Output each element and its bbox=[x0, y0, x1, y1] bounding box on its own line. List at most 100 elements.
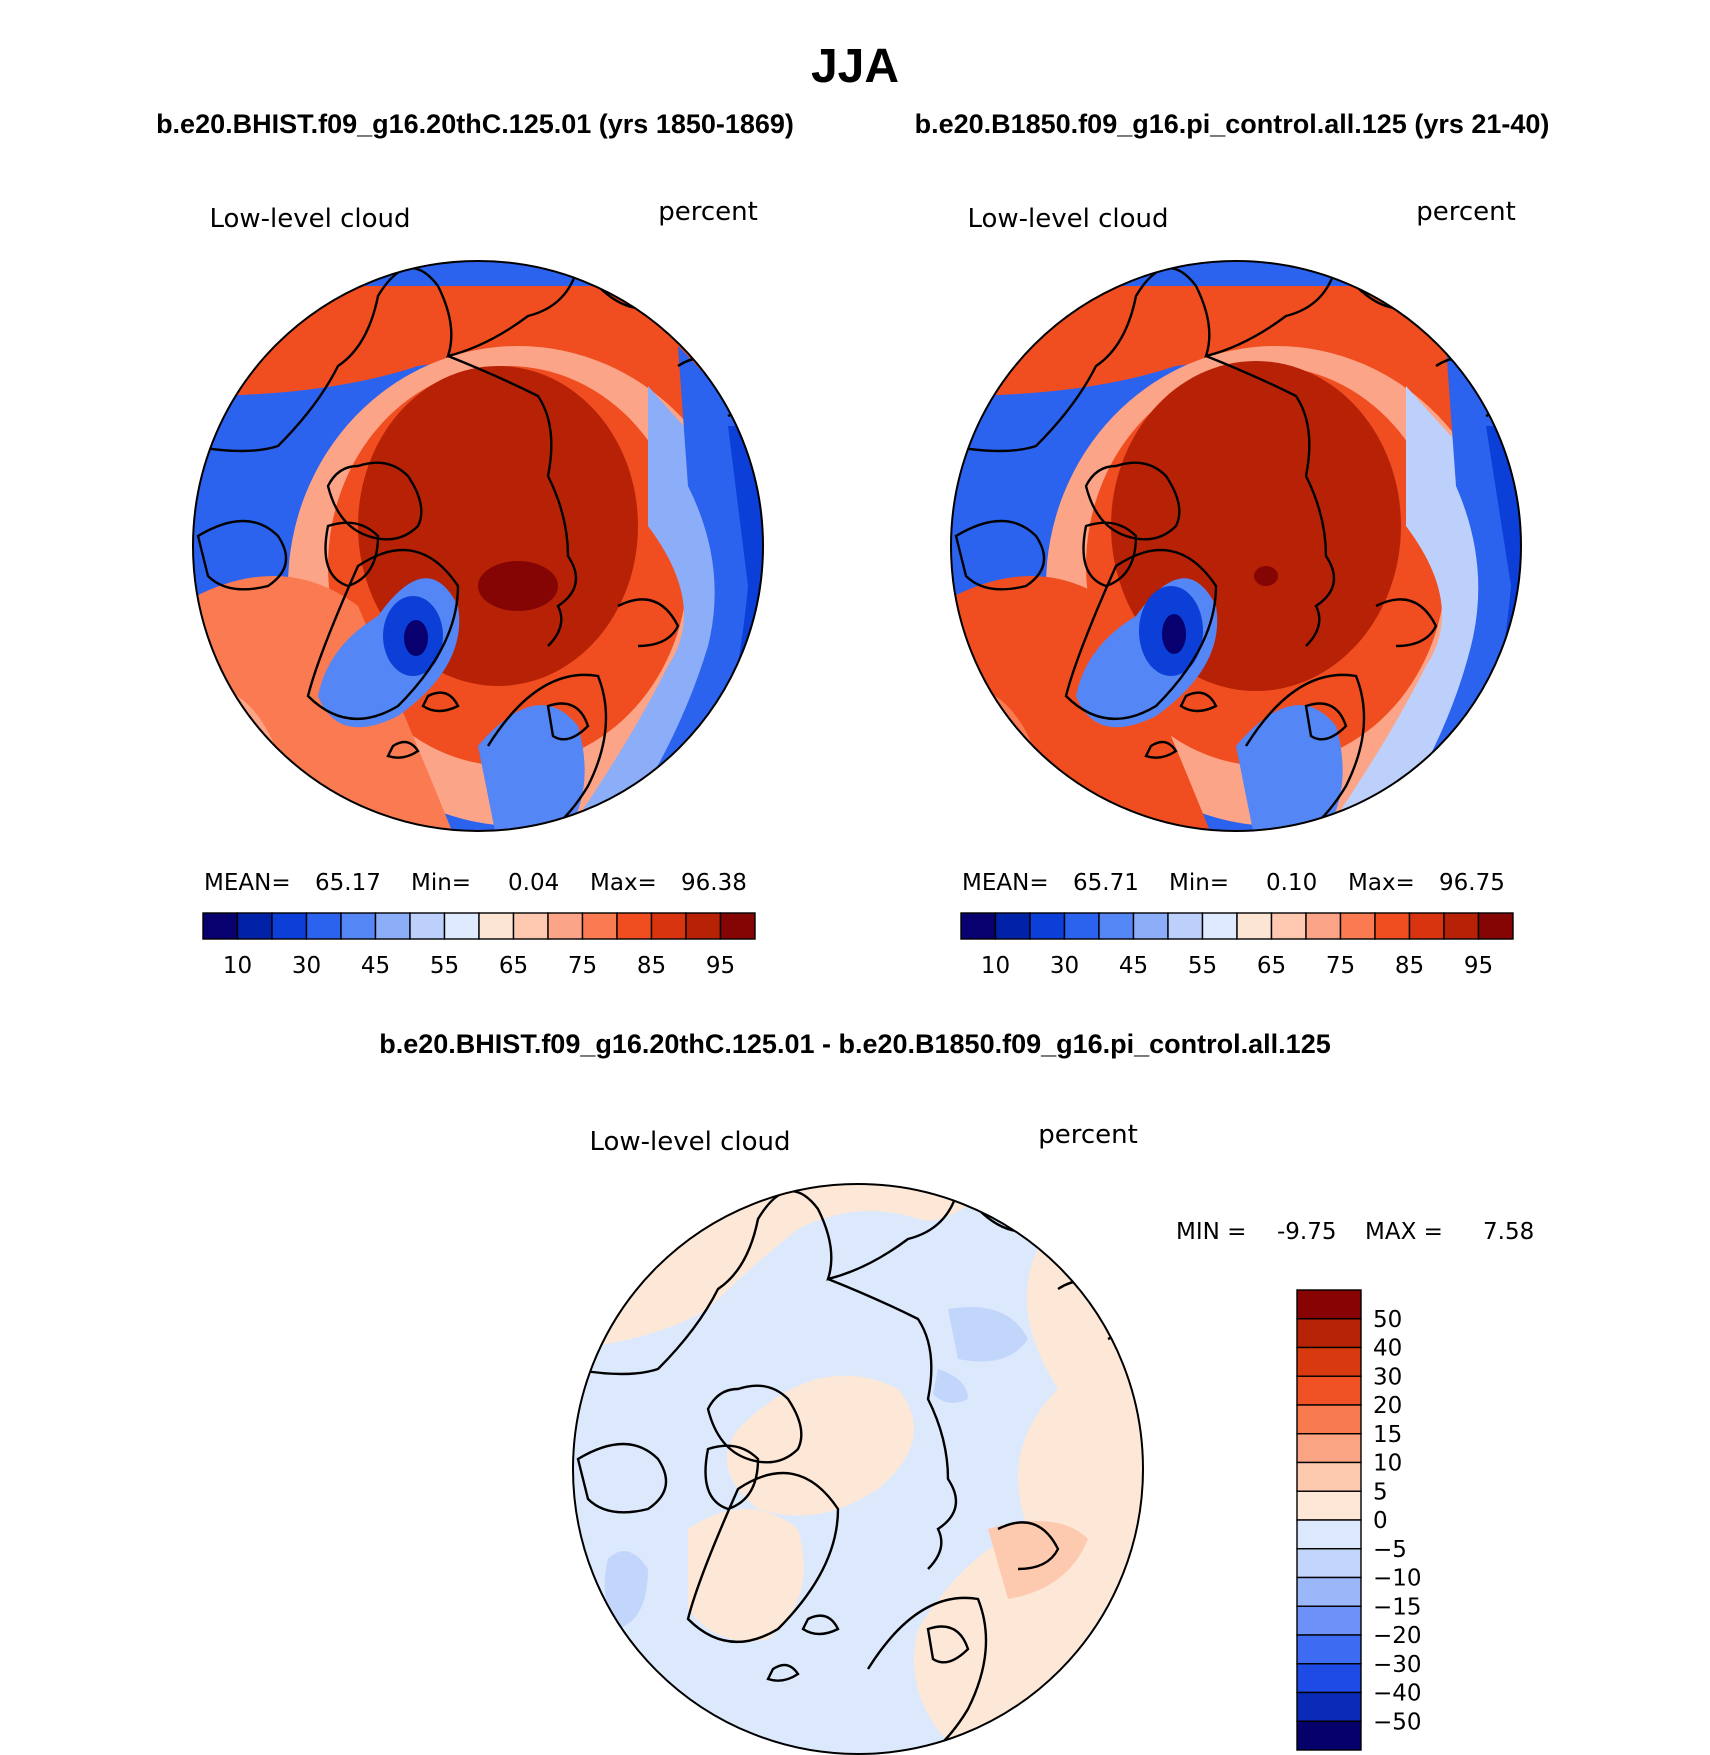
field-band bbox=[933, 1369, 968, 1403]
field-band bbox=[404, 620, 428, 656]
colorbar-tick-label: 45 bbox=[1119, 953, 1148, 979]
colorbar-swatch bbox=[650, 912, 687, 940]
field-band bbox=[193, 396, 328, 526]
stat-min-label: Min= bbox=[411, 870, 471, 896]
colorbar-swatch bbox=[1296, 1663, 1362, 1694]
panel-diff-variable: Low-level cloud bbox=[589, 1127, 790, 1157]
colorbar-swatch bbox=[1296, 1720, 1362, 1751]
stat-max-label: Max= bbox=[1348, 870, 1415, 896]
colorbar-swatch bbox=[340, 912, 377, 940]
colorbar-tick-label: 30 bbox=[1373, 1364, 1402, 1390]
colorbar-swatch bbox=[1296, 1576, 1362, 1607]
stat-max-value: 96.75 bbox=[1439, 870, 1505, 896]
colorbar-tick-label: 45 bbox=[361, 953, 390, 979]
field-band bbox=[951, 286, 1521, 452]
field-band bbox=[1254, 566, 1278, 586]
colorbar-tick-label: 85 bbox=[1395, 953, 1424, 979]
colorbar-swatch bbox=[616, 912, 653, 940]
colorbar-swatch bbox=[1296, 1634, 1362, 1665]
colorbar-swatch bbox=[1029, 912, 1066, 940]
panel-diff-map bbox=[572, 1183, 1144, 1755]
colorbar-swatch bbox=[685, 912, 722, 940]
colorbar-swatch bbox=[960, 912, 997, 940]
stat-mean-value: 65.17 bbox=[315, 870, 381, 896]
colorbar-swatch bbox=[1305, 912, 1342, 940]
colorbar-tick-label: −10 bbox=[1373, 1566, 1422, 1592]
field-band bbox=[604, 1551, 648, 1629]
field-band bbox=[726, 1375, 914, 1516]
colorbar-swatch bbox=[1098, 912, 1135, 940]
colorbar-swatch bbox=[512, 912, 549, 940]
colorbar-swatch bbox=[1408, 912, 1445, 940]
colorbar-swatch bbox=[1443, 912, 1480, 940]
panel-pi-map bbox=[950, 260, 1522, 832]
stat-max-value: 96.38 bbox=[681, 870, 747, 896]
stat-min-value: 0.04 bbox=[508, 870, 559, 896]
colorbar-swatch bbox=[1063, 912, 1100, 940]
field-band bbox=[193, 286, 763, 452]
colorbar-tick-label: −20 bbox=[1373, 1623, 1422, 1649]
colorbar-tick-label: 75 bbox=[568, 953, 597, 979]
figure-title: JJA bbox=[811, 40, 899, 93]
colorbar-swatch bbox=[409, 912, 446, 940]
panel-difference: Low-level cloud percent bbox=[572, 1120, 1534, 1755]
map-boundary bbox=[950, 260, 1522, 832]
field-band bbox=[478, 705, 585, 831]
colorbar-swatch bbox=[1296, 1691, 1362, 1722]
colorbar-tick-label: −15 bbox=[1373, 1594, 1422, 1620]
colorbar-tick-label: 10 bbox=[981, 953, 1010, 979]
panel-hist-colorbar: 10 30 45 55 65 75 85 95 bbox=[202, 912, 756, 979]
panel-diff-stats: MIN = -9.75 MAX = 7.58 bbox=[1176, 1219, 1534, 1245]
colorbar-tick-label: 0 bbox=[1373, 1508, 1388, 1534]
colorbar-swatch bbox=[547, 912, 584, 940]
colorbar-swatch bbox=[1296, 1490, 1362, 1521]
colorbar-tick-label: 10 bbox=[1373, 1451, 1402, 1477]
colorbar-swatch bbox=[719, 912, 756, 940]
panel-pi-units: percent bbox=[1416, 197, 1516, 227]
colorbar-swatch bbox=[1296, 1519, 1362, 1550]
field-band bbox=[988, 1521, 1088, 1599]
colorbar-tick-label: 55 bbox=[430, 953, 459, 979]
subtitle-right: b.e20.B1850.f09_g16.pi_control.all.125 (… bbox=[915, 109, 1550, 139]
colorbar-tick-label: 65 bbox=[1257, 953, 1286, 979]
colorbar-swatch bbox=[443, 912, 480, 940]
stat-max-label: Max= bbox=[590, 870, 657, 896]
colorbar-tick-label: 30 bbox=[292, 953, 321, 979]
field-band bbox=[951, 396, 1086, 526]
colorbar-tick-label: −5 bbox=[1373, 1537, 1407, 1563]
stat-min-value: 0.10 bbox=[1266, 870, 1317, 896]
colorbar-swatch bbox=[1296, 1346, 1362, 1377]
colorbar-swatch bbox=[1201, 912, 1238, 940]
colorbar-swatch bbox=[1296, 1605, 1362, 1636]
panel-diff-units: percent bbox=[1038, 1120, 1138, 1150]
colorbar-tick-label: 85 bbox=[637, 953, 666, 979]
field-band bbox=[948, 1307, 1028, 1362]
panel-pi-colorbar: 10 30 45 55 65 75 85 95 bbox=[960, 912, 1514, 979]
stat-min-label: Min= bbox=[1169, 870, 1229, 896]
panel-hist-stats: MEAN= 65.17 Min= 0.04 Max= 96.38 bbox=[204, 870, 747, 896]
field-band bbox=[1236, 705, 1343, 831]
colorbar-swatch bbox=[271, 912, 308, 940]
colorbar-tick-label: −50 bbox=[1373, 1709, 1422, 1735]
panel-pi-control: Low-level cloud percent bbox=[950, 197, 1522, 979]
field-band bbox=[478, 561, 558, 611]
colorbar-tick-label: 50 bbox=[1373, 1307, 1402, 1333]
colorbar-swatch bbox=[374, 912, 411, 940]
colorbar-tick-label: 75 bbox=[1326, 953, 1355, 979]
panel-hist-variable: Low-level cloud bbox=[209, 204, 410, 234]
map-boundary bbox=[192, 260, 764, 832]
colorbar-swatch bbox=[994, 912, 1031, 940]
field-band bbox=[688, 1509, 804, 1641]
colorbar-tick-label: −40 bbox=[1373, 1681, 1422, 1707]
colorbar-swatch bbox=[581, 912, 618, 940]
colorbar-swatch bbox=[236, 912, 273, 940]
colorbar-tick-label: 10 bbox=[223, 953, 252, 979]
stat-min-label: MIN = bbox=[1176, 1219, 1246, 1245]
colorbar-swatch bbox=[1236, 912, 1273, 940]
colorbar-swatch bbox=[1296, 1404, 1362, 1435]
colorbar-swatch bbox=[1296, 1318, 1362, 1349]
colorbar-swatch bbox=[1374, 912, 1411, 940]
colorbar-swatch bbox=[1132, 912, 1169, 940]
